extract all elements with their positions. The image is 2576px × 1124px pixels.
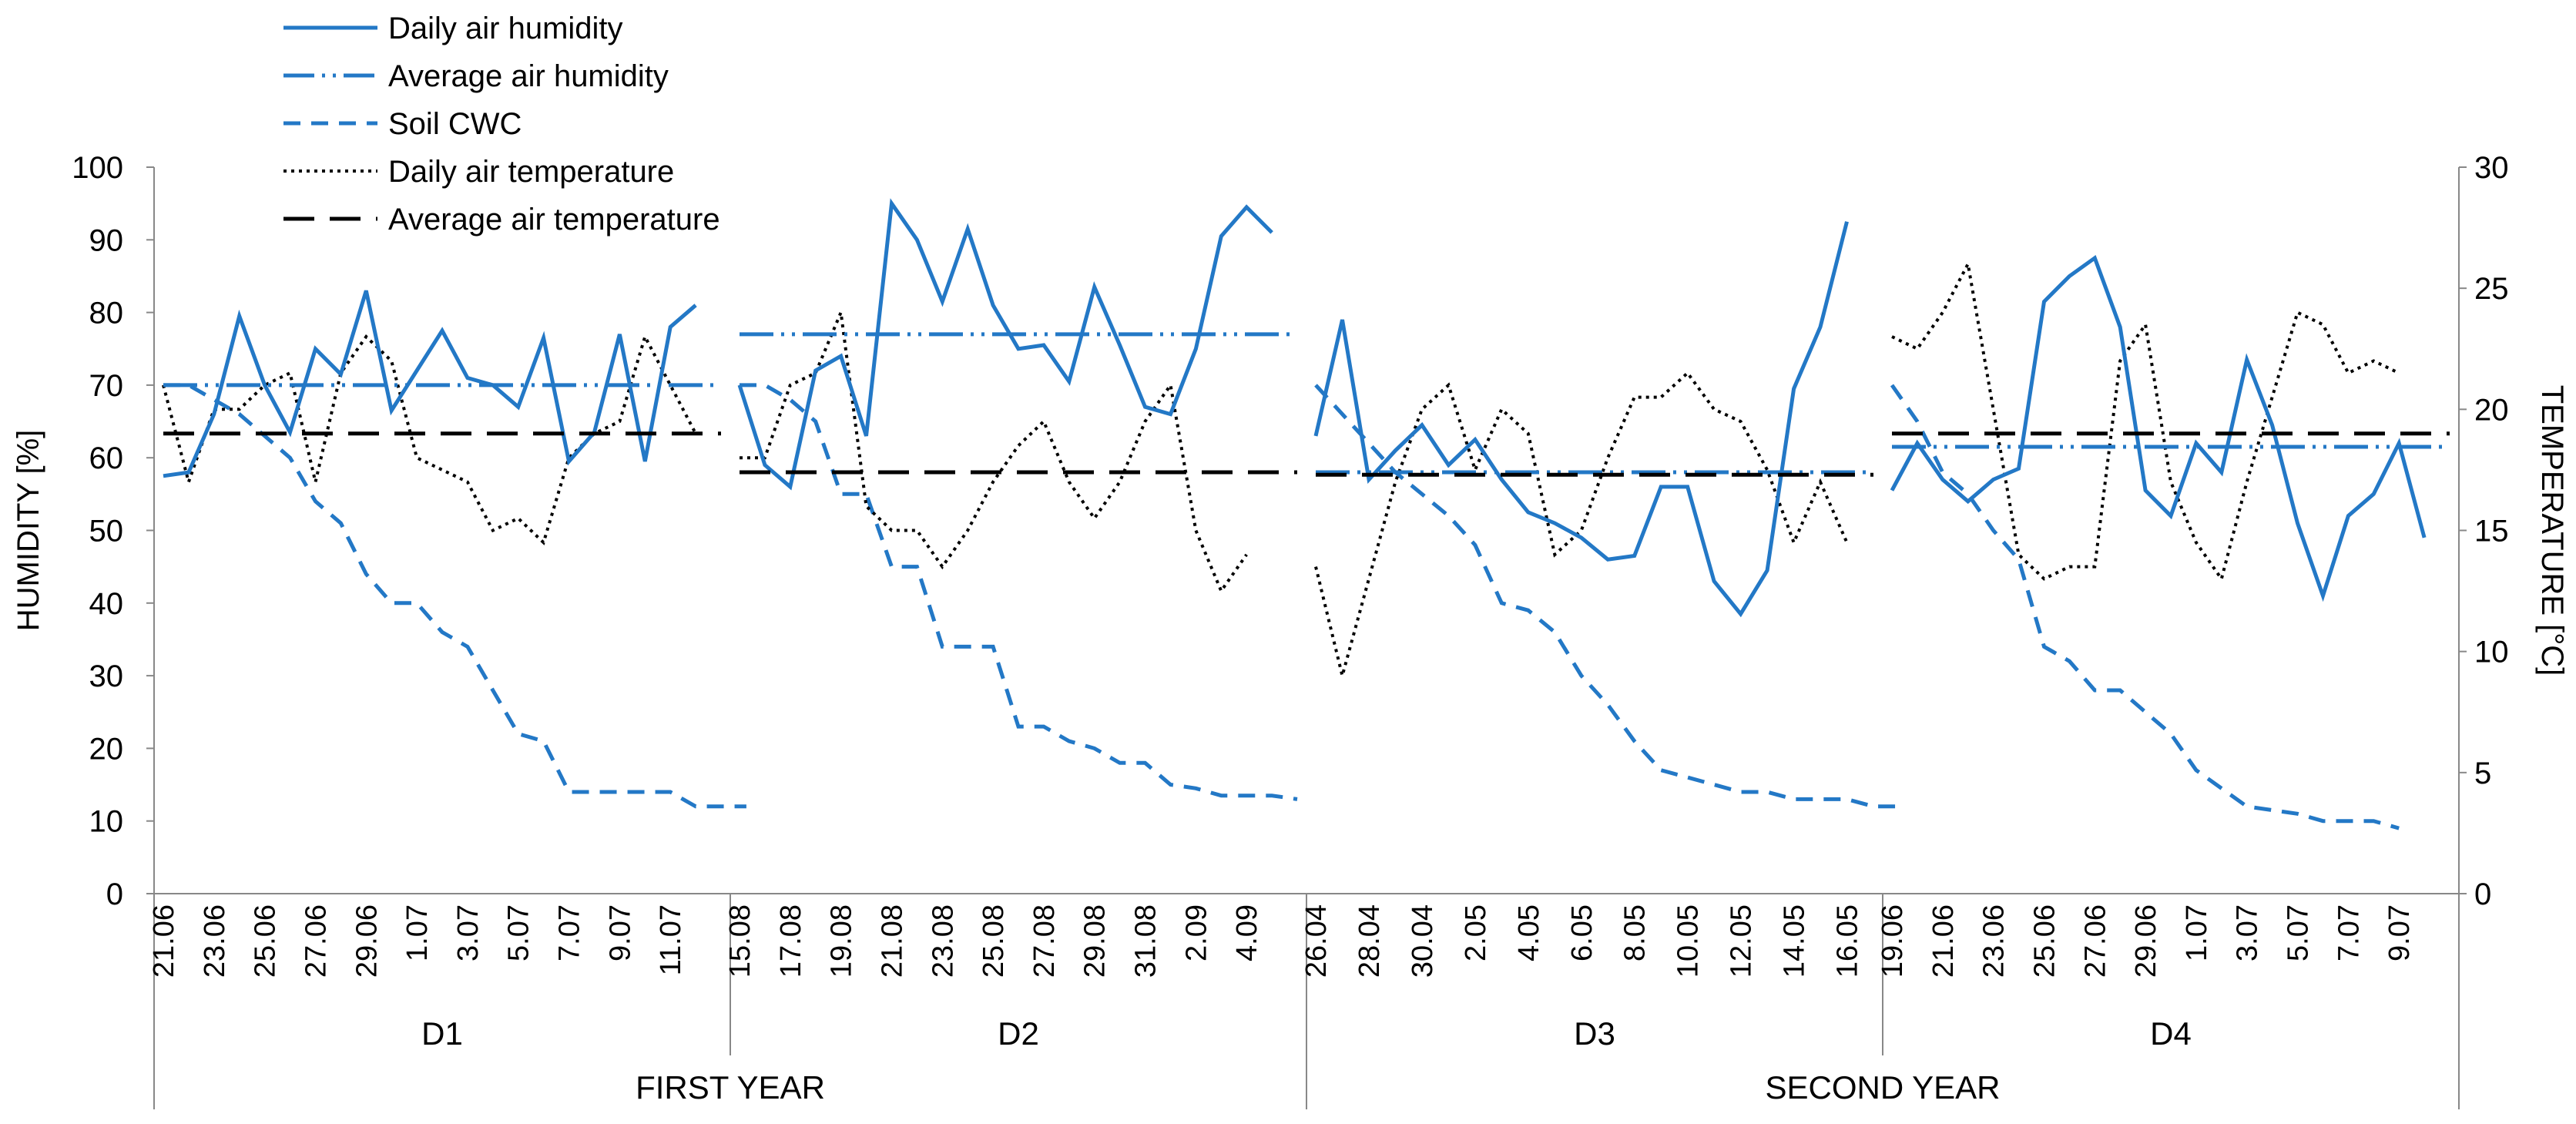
legend-label-soil-cwc: Soil CWC: [388, 107, 522, 141]
x-tick-label: 21.06: [148, 904, 180, 978]
y-tick-label: 10: [89, 805, 124, 839]
daily-humidity-line: [1313, 221, 1849, 618]
x-tick-label: 14.05: [1779, 904, 1811, 978]
panel-label: D1: [421, 1015, 463, 1052]
legend-label-daily-humidity: Daily air humidity: [388, 12, 623, 45]
x-tick-label: 26.04: [1300, 904, 1333, 978]
x-tick-label: 23.08: [927, 904, 959, 978]
x-tick-label: 1.07: [2181, 904, 2213, 961]
x-tick-label: 5.07: [2283, 904, 2315, 961]
y2-tick-label: 5: [2474, 757, 2491, 790]
daily-temperature-line: [1314, 371, 1849, 683]
y-tick-label: 70: [89, 369, 124, 403]
x-tick-label: 16.05: [1832, 904, 1864, 978]
x-tick-label: 7.07: [554, 904, 586, 961]
legend-label-daily-temp: Daily air temperature: [388, 155, 674, 189]
legend-label-avg-temp: Average air temperature: [388, 203, 720, 237]
y2-tick-label: 30: [2474, 151, 2509, 185]
x-tick-label: 3.07: [452, 904, 485, 961]
y-tick-label: 50: [89, 515, 124, 549]
y-tick-label: 80: [89, 297, 124, 330]
x-tick-label: 10.05: [1672, 904, 1705, 978]
daily-temperature-line: [162, 332, 697, 545]
x-tick-label: 29.08: [1079, 904, 1112, 978]
x-tick-label: 27.08: [1028, 904, 1061, 978]
x-tick-label: 5.07: [503, 904, 535, 961]
x-tick-label: 4.05: [1513, 904, 1545, 961]
x-tick-label: 1.07: [401, 904, 434, 961]
y-axis-label: HUMIDITY [%]: [12, 430, 45, 632]
x-tick-label: 31.08: [1130, 904, 1162, 978]
soil-cwc-line: [163, 383, 746, 809]
daily-humidity-line: [737, 198, 1273, 491]
y2-tick-label: 25: [2474, 272, 2509, 306]
y-tick-label: 0: [106, 877, 123, 911]
year-label: FIRST YEAR: [636, 1069, 825, 1106]
y2-axis-label: TEMPERATURE [°C]: [2535, 385, 2569, 676]
axes: 0 10 20 30 40 50 60 70 80 90 100 0 5 10 15 20 25 30 21.06 2…: [72, 151, 2509, 1109]
y-tick-label: 100: [72, 151, 123, 185]
x-tick-label: 23.06: [199, 904, 231, 978]
soil-cwc-line: [1890, 384, 2400, 830]
x-tick-label: 19.06: [1877, 904, 1909, 978]
x-tick-label: 27.06: [2079, 904, 2111, 978]
x-tick-label: 30.04: [1407, 904, 1439, 978]
panel-label: D4: [2150, 1015, 2192, 1052]
y2-tick-label: 10: [2474, 636, 2509, 669]
x-tick-label: 21.06: [1927, 904, 1960, 978]
x-tick-label: 25.06: [250, 904, 282, 978]
x-tick-label: 29.06: [2130, 904, 2162, 978]
legend-label-avg-humidity: Average air humidity: [388, 59, 669, 93]
panel-label: D2: [998, 1015, 1039, 1052]
x-tick-label: 11.07: [655, 904, 687, 975]
x-tick-label: 8.05: [1619, 904, 1652, 961]
legend: Daily air humidity Average air humidity So…: [283, 12, 720, 237]
x-tick-label: 23.06: [1978, 904, 2011, 978]
y-tick-label: 30: [89, 659, 124, 693]
x-tick-label: 29.06: [351, 904, 383, 978]
series-layer: [162, 198, 2450, 830]
soil-cwc-line: [1314, 384, 1900, 809]
x-tick-label: 19.08: [826, 904, 858, 978]
y2-tick-label: 15: [2474, 515, 2509, 549]
x-tick-label: 21.08: [876, 904, 908, 978]
soil-cwc-line: [740, 383, 1298, 801]
x-tick-label: 17.08: [775, 904, 807, 978]
x-tick-label: 2.05: [1460, 904, 1492, 961]
x-tick-label: 25.08: [978, 904, 1010, 978]
x-tick-label: 12.05: [1726, 904, 1758, 978]
x-tick-label: 7.07: [2333, 904, 2365, 961]
y2-tick-label: 0: [2474, 877, 2491, 911]
y-tick-label: 90: [89, 223, 124, 257]
x-tick-label: 6.05: [1566, 904, 1598, 961]
x-tick-label: 3.07: [2232, 904, 2264, 961]
x-tick-label: 9.07: [604, 904, 636, 961]
panel-label: D3: [1574, 1015, 1615, 1052]
year-label: SECOND YEAR: [1766, 1069, 2001, 1106]
y-tick-label: 40: [89, 587, 124, 621]
daily-temperature-line: [1891, 259, 2400, 583]
x-tick-label: 27.06: [300, 904, 332, 978]
x-tick-label: 2.09: [1180, 904, 1213, 961]
daily-humidity-line: [1890, 254, 2427, 602]
y-tick-label: 60: [89, 441, 124, 475]
y2-tick-label: 20: [2474, 393, 2509, 427]
x-tick-label: 28.04: [1353, 904, 1386, 978]
daily-temperature-line: [740, 306, 1248, 595]
x-tick-label: 4.09: [1231, 904, 1263, 961]
x-tick-label: 25.06: [2028, 904, 2061, 978]
y-tick-label: 20: [89, 732, 124, 766]
x-tick-label: 9.07: [2383, 904, 2416, 961]
x-tick-label: 15.08: [724, 904, 756, 978]
